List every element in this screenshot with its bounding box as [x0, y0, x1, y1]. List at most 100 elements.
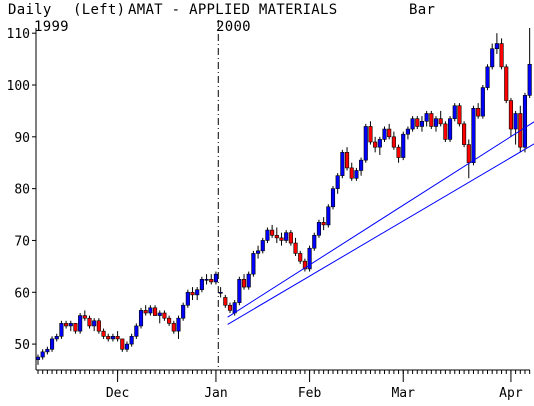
bar-body — [382, 128, 387, 140]
price-bar — [316, 219, 322, 238]
bar-body — [354, 170, 359, 179]
price-bar — [298, 250, 303, 264]
bar-body — [326, 206, 331, 226]
price-bar — [195, 287, 200, 301]
bar-body — [274, 234, 279, 239]
price-bar — [120, 338, 125, 352]
bar-body — [181, 304, 186, 319]
bar-body — [363, 126, 368, 161]
bar-body — [401, 133, 406, 158]
bar-body — [153, 307, 158, 316]
price-bar — [92, 318, 97, 332]
bar-body — [171, 323, 176, 332]
y-tick-label: 60 — [14, 286, 30, 301]
bar-body — [457, 105, 462, 125]
price-bar — [293, 237, 298, 256]
price-bar — [344, 147, 350, 171]
bar-body — [316, 222, 322, 236]
bar-body — [522, 95, 528, 148]
x-tick-label: Dec — [106, 386, 129, 401]
bar-body — [433, 118, 439, 127]
price-bar — [54, 333, 59, 342]
bar-body — [373, 141, 378, 148]
year-label-right: 2000 — [216, 19, 251, 35]
bar-body — [204, 279, 209, 281]
price-bar — [209, 274, 214, 285]
bar-body — [288, 232, 293, 244]
scale-label: (Left) — [73, 2, 126, 18]
price-bar — [527, 28, 532, 98]
price-bar — [49, 336, 55, 352]
bar-body — [340, 152, 345, 176]
bar-body — [508, 100, 513, 130]
bar-body — [129, 336, 134, 345]
price-bar — [340, 149, 345, 179]
price-bar — [476, 103, 481, 119]
price-bar — [148, 305, 153, 316]
price-bar — [433, 116, 439, 132]
bar-body — [162, 312, 167, 319]
price-bar — [462, 121, 467, 148]
bar-body — [307, 247, 312, 270]
bar-body — [213, 273, 218, 283]
bar-body — [448, 118, 453, 140]
bar-body — [78, 315, 83, 332]
price-bar — [162, 310, 167, 321]
price-bar — [73, 323, 78, 334]
price-bar — [518, 105, 523, 153]
x-tick-label: Apr — [499, 386, 523, 401]
price-bar — [181, 302, 186, 321]
bar-body — [40, 351, 45, 358]
price-bar — [452, 103, 457, 122]
price-bar — [64, 320, 69, 329]
bar-body — [143, 310, 148, 314]
price-bar — [218, 287, 223, 298]
price-bar — [307, 245, 312, 272]
bar-body — [157, 312, 162, 316]
price-bar — [157, 310, 162, 324]
price-bar — [522, 92, 528, 153]
bar-body — [251, 253, 256, 275]
bar-body — [494, 43, 499, 50]
bar-body — [359, 159, 364, 171]
trendline — [227, 121, 534, 318]
x-tick-label: Mar — [391, 386, 415, 401]
bar-body — [321, 222, 326, 226]
bar-body — [124, 343, 130, 350]
price-bar — [471, 105, 476, 166]
bar-body — [68, 323, 73, 327]
price-bar — [490, 43, 495, 70]
price-bar — [40, 349, 45, 360]
x-tick-label: Jan — [204, 386, 227, 401]
trendlines — [227, 121, 534, 325]
bar-body — [199, 279, 204, 290]
price-bar — [213, 271, 218, 285]
price-bar — [87, 315, 92, 329]
price-bar — [260, 237, 265, 254]
chart-style-label: Bar — [409, 2, 436, 18]
bar-body — [209, 279, 214, 283]
price-bar — [45, 346, 50, 355]
bar-body — [443, 123, 448, 140]
price-bar — [373, 136, 378, 153]
price-bar — [138, 307, 144, 329]
bar-body — [377, 139, 382, 148]
y-tick-label: 110 — [7, 27, 30, 42]
price-bar — [396, 144, 401, 163]
bar-body — [64, 323, 69, 327]
bar-body — [396, 146, 401, 158]
price-bar — [274, 227, 279, 244]
bar-body — [490, 48, 495, 68]
price-bar — [508, 97, 513, 137]
price-bar — [176, 315, 181, 339]
bar-body — [429, 113, 434, 127]
price-bar — [68, 320, 73, 332]
price-bar — [270, 224, 275, 238]
price-bar — [284, 230, 289, 244]
bar-body — [452, 105, 457, 119]
price-bar — [223, 294, 228, 308]
bar-body — [241, 279, 247, 288]
bar-body — [148, 307, 153, 314]
price-bar — [204, 274, 209, 285]
